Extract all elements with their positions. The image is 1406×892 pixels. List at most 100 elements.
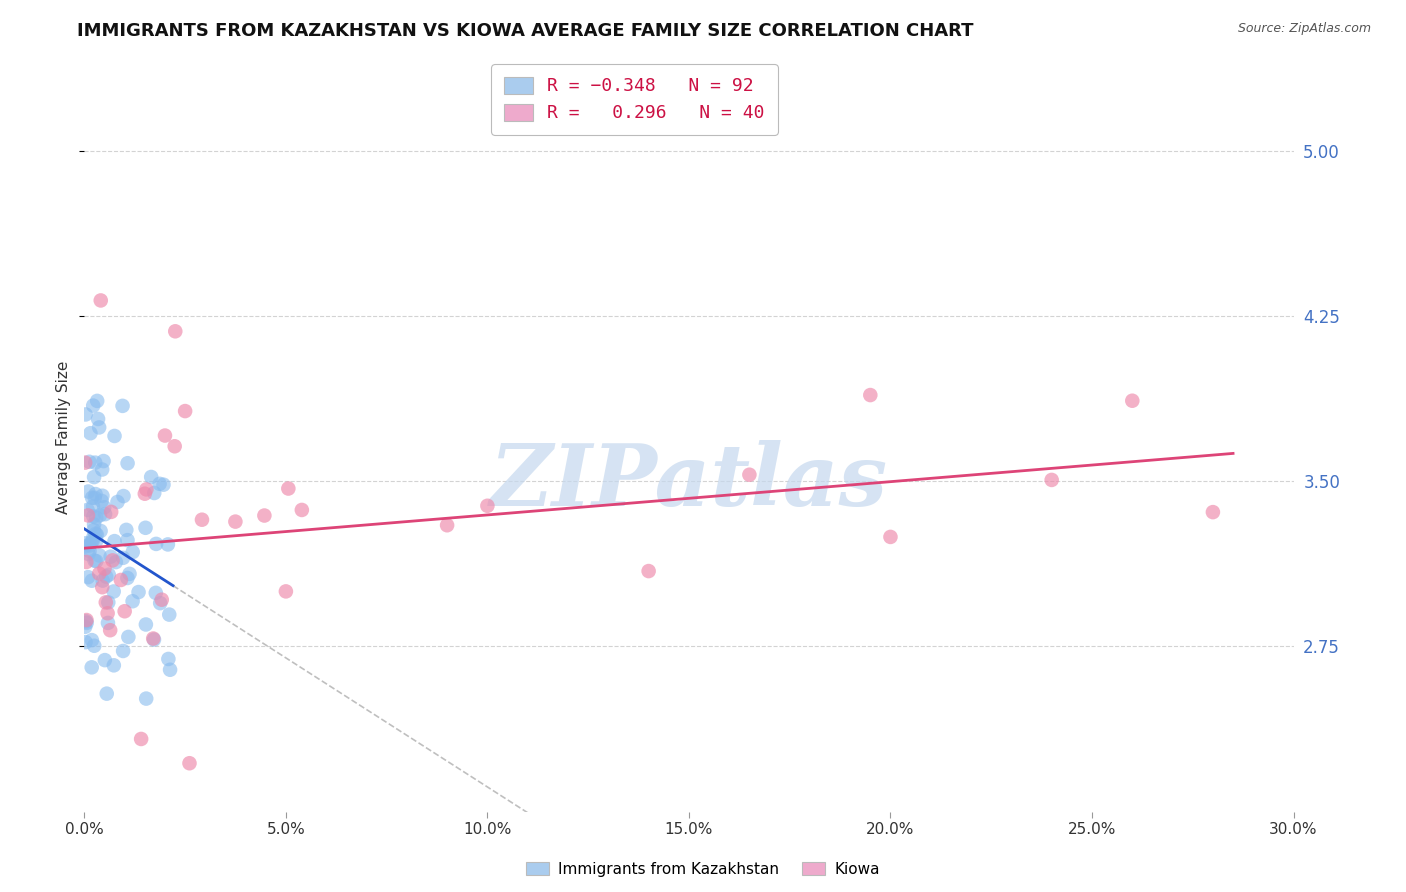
- Point: [93, 500, 115, 515]
- Point: [153, 428, 176, 442]
- Point: [165, 324, 187, 338]
- Point: [150, 592, 173, 607]
- Point: [277, 482, 299, 496]
- Point: [97, 607, 120, 621]
- Point: [90, 524, 112, 538]
- Point: [75, 456, 97, 470]
- Point: [93, 561, 115, 575]
- Point: [94, 507, 117, 521]
- Point: [96, 687, 118, 701]
- Point: [75, 536, 97, 550]
- Point: [89, 549, 111, 563]
- Point: [75, 408, 97, 422]
- Point: [103, 584, 125, 599]
- Point: [97, 615, 120, 630]
- Point: [89, 420, 111, 434]
- Point: [179, 756, 201, 771]
- Point: [91, 574, 114, 588]
- Point: [141, 470, 163, 484]
- Point: [859, 388, 882, 402]
- Point: [75, 615, 97, 629]
- Point: [101, 553, 124, 567]
- Point: [224, 515, 246, 529]
- Point: [98, 624, 121, 638]
- Point: [117, 533, 139, 548]
- Point: [75, 635, 97, 649]
- Legend: Immigrants from Kazakhstan, Kiowa: Immigrants from Kazakhstan, Kiowa: [520, 855, 886, 883]
- Point: [75, 555, 97, 569]
- Point: [1040, 473, 1063, 487]
- Point: [103, 658, 125, 673]
- Point: [135, 617, 157, 632]
- Point: [159, 663, 181, 677]
- Point: [79, 539, 101, 553]
- Point: [110, 573, 132, 587]
- Point: [100, 505, 122, 519]
- Point: [79, 426, 101, 441]
- Point: [149, 476, 172, 491]
- Point: [291, 503, 314, 517]
- Point: [157, 652, 180, 666]
- Point: [103, 429, 125, 443]
- Point: [83, 517, 105, 532]
- Point: [145, 537, 167, 551]
- Point: [75, 539, 97, 553]
- Point: [163, 439, 186, 453]
- Point: [112, 550, 135, 565]
- Point: [118, 566, 141, 581]
- Point: [117, 571, 139, 585]
- Point: [149, 596, 172, 610]
- Point: [128, 585, 150, 599]
- Point: [90, 293, 112, 308]
- Point: [84, 510, 107, 524]
- Point: [82, 532, 104, 546]
- Point: [103, 534, 125, 549]
- Point: [94, 595, 117, 609]
- Point: [91, 580, 114, 594]
- Text: IMMIGRANTS FROM KAZAKHSTAN VS KIOWA AVERAGE FAMILY SIZE CORRELATION CHART: IMMIGRANTS FROM KAZAKHSTAN VS KIOWA AVER…: [77, 22, 974, 40]
- Point: [97, 567, 120, 582]
- Point: [97, 595, 120, 609]
- Y-axis label: Average Family Size: Average Family Size: [56, 360, 72, 514]
- Point: [83, 523, 105, 537]
- Point: [135, 691, 157, 706]
- Point: [1202, 505, 1225, 519]
- Point: [86, 393, 108, 408]
- Point: [94, 569, 117, 583]
- Point: [89, 566, 111, 581]
- Point: [80, 574, 103, 588]
- Point: [77, 508, 100, 523]
- Point: [77, 484, 100, 499]
- Point: [86, 527, 108, 541]
- Point: [83, 491, 105, 505]
- Point: [76, 503, 98, 517]
- Point: [77, 570, 100, 584]
- Point: [75, 620, 97, 634]
- Point: [76, 615, 98, 630]
- Legend: R = −0.348   N = 92, R =   0.296   N = 40: R = −0.348 N = 92, R = 0.296 N = 40: [492, 64, 778, 135]
- Point: [112, 644, 135, 658]
- Point: [84, 554, 107, 568]
- Point: [135, 483, 157, 497]
- Point: [83, 553, 105, 567]
- Point: [111, 399, 134, 413]
- Point: [477, 499, 499, 513]
- Point: [112, 489, 135, 503]
- Point: [80, 491, 103, 505]
- Point: [84, 527, 107, 541]
- Point: [134, 486, 156, 500]
- Point: [91, 489, 114, 503]
- Point: [121, 594, 143, 608]
- Point: [274, 584, 297, 599]
- Point: [637, 564, 659, 578]
- Point: [83, 639, 105, 653]
- Point: [84, 456, 107, 470]
- Point: [107, 495, 129, 509]
- Point: [115, 523, 138, 537]
- Point: [80, 633, 103, 648]
- Point: [90, 494, 112, 508]
- Point: [86, 533, 108, 548]
- Point: [82, 500, 104, 514]
- Point: [145, 586, 167, 600]
- Point: [121, 545, 143, 559]
